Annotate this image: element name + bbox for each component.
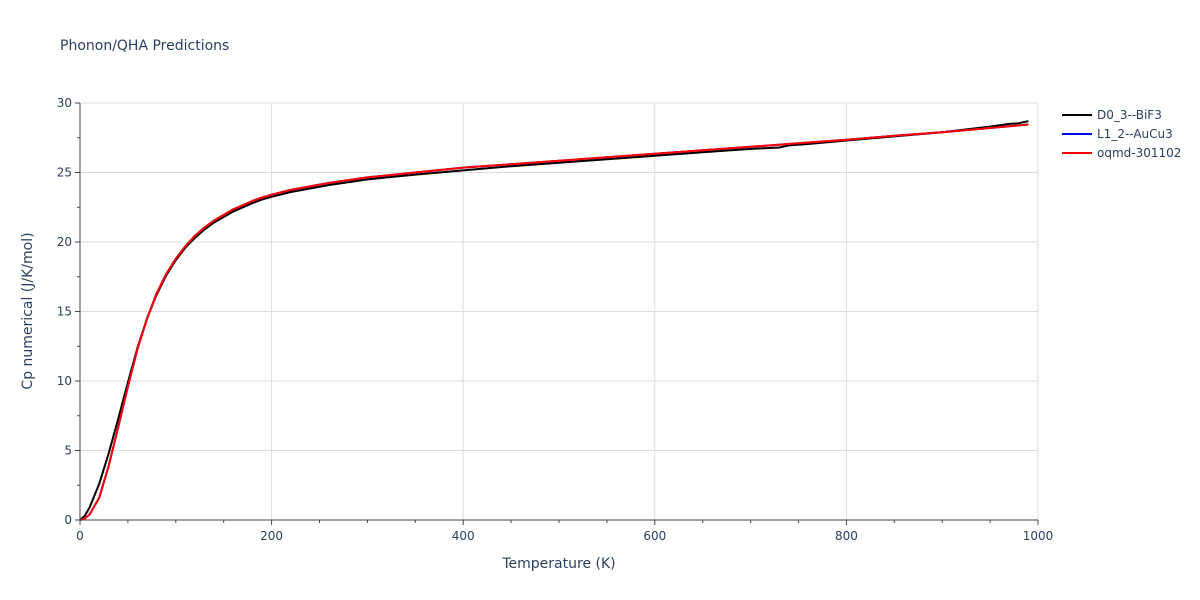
y-tick-label: 20	[57, 235, 72, 249]
legend-item[interactable]: L1_2--AuCu3	[1062, 127, 1173, 141]
series-layer	[79, 120, 1029, 521]
legend-item[interactable]: oqmd-301102	[1062, 146, 1181, 160]
series-line-l1-2-aucu3	[79, 123, 1029, 521]
series-line-d0-3-bif3	[79, 120, 1029, 521]
x-tick-label: 1000	[1023, 529, 1054, 543]
x-tick-label: 200	[260, 529, 283, 543]
legend-label: oqmd-301102	[1097, 146, 1181, 160]
chart-title: Phonon/QHA Predictions	[60, 38, 229, 54]
y-tick-label: 0	[64, 513, 72, 527]
y-tick-label: 25	[57, 166, 72, 180]
legend-label: D0_3--BiF3	[1097, 108, 1162, 122]
axes: 0 200 400 600 800 1000 0 5 10 15 20 25 30	[57, 96, 1054, 543]
x-tick-label: 600	[643, 529, 666, 543]
x-tick-label: 0	[76, 529, 84, 543]
x-tick-label: 400	[452, 529, 475, 543]
grid	[80, 102, 1039, 520]
y-axis-title: Cp numerical (J/K/mol)	[20, 232, 36, 389]
y-tick-label: 15	[57, 305, 72, 319]
legend: D0_3--BiF3 L1_2--AuCu3 oqmd-301102	[1062, 108, 1181, 160]
y-tick-label: 10	[57, 374, 72, 388]
x-tick-label: 800	[835, 529, 858, 543]
legend-label: L1_2--AuCu3	[1097, 127, 1173, 141]
y-tick-label: 5	[64, 444, 72, 458]
legend-item[interactable]: D0_3--BiF3	[1062, 108, 1162, 122]
y-tick-label: 30	[57, 96, 72, 110]
x-axis-title: Temperature (K)	[501, 556, 615, 572]
series-line-oqmd-301102	[79, 123, 1029, 521]
